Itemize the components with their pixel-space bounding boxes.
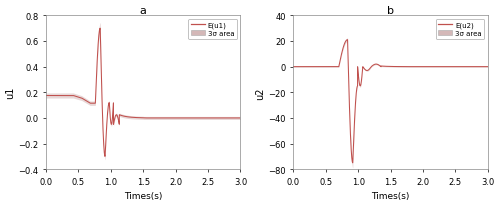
Legend: E(u2), 3σ area: E(u2), 3σ area [436,20,484,40]
Title: b: b [387,6,394,15]
X-axis label: Times(s): Times(s) [124,192,162,200]
Y-axis label: u2: u2 [256,87,266,99]
Legend: E(u1), 3σ area: E(u1), 3σ area [188,20,237,40]
Y-axis label: u1: u1 [6,87,16,99]
Title: a: a [140,6,146,15]
X-axis label: Times(s): Times(s) [372,192,410,200]
